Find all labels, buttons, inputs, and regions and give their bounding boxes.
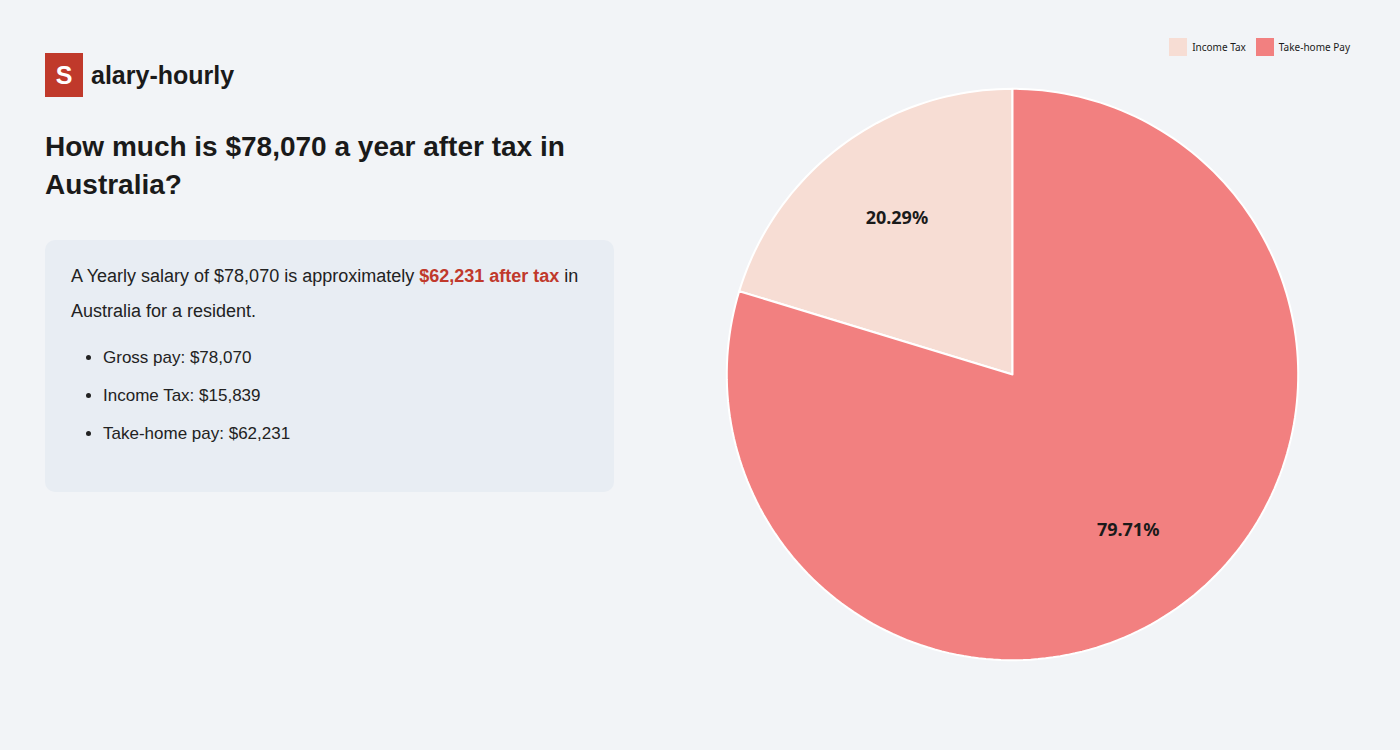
html-text:Take-home pay: $62,231: Take-home pay: $62,231 [103, 423, 291, 443]
svg-text:20.29%: 20.29% [866, 205, 928, 229]
html-text:S: S [55, 60, 73, 89]
svg-text:79.71%: 79.71% [1097, 517, 1159, 541]
html-text:Income Tax: $15,839: Income Tax: $15,839 [103, 385, 261, 405]
html-text:A Yearly salary of $78,070 is: A Yearly salary of $78,070 is approximat… [71, 265, 579, 286]
html-text:Income Tax: Income Tax [1192, 39, 1246, 54]
html-text:Gross pay: $78,070: Gross pay: $78,070 [103, 347, 252, 367]
html-text:Take-home Pay: Take-home Pay [1278, 39, 1350, 54]
html-text:alary-hourly: alary-hourly [91, 60, 235, 89]
html-text:How much is $78,070 a year aft: How much is $78,070 a year after tax in … [45, 131, 565, 200]
html-text:Australia for a resident.: Australia for a resident. [71, 300, 257, 321]
